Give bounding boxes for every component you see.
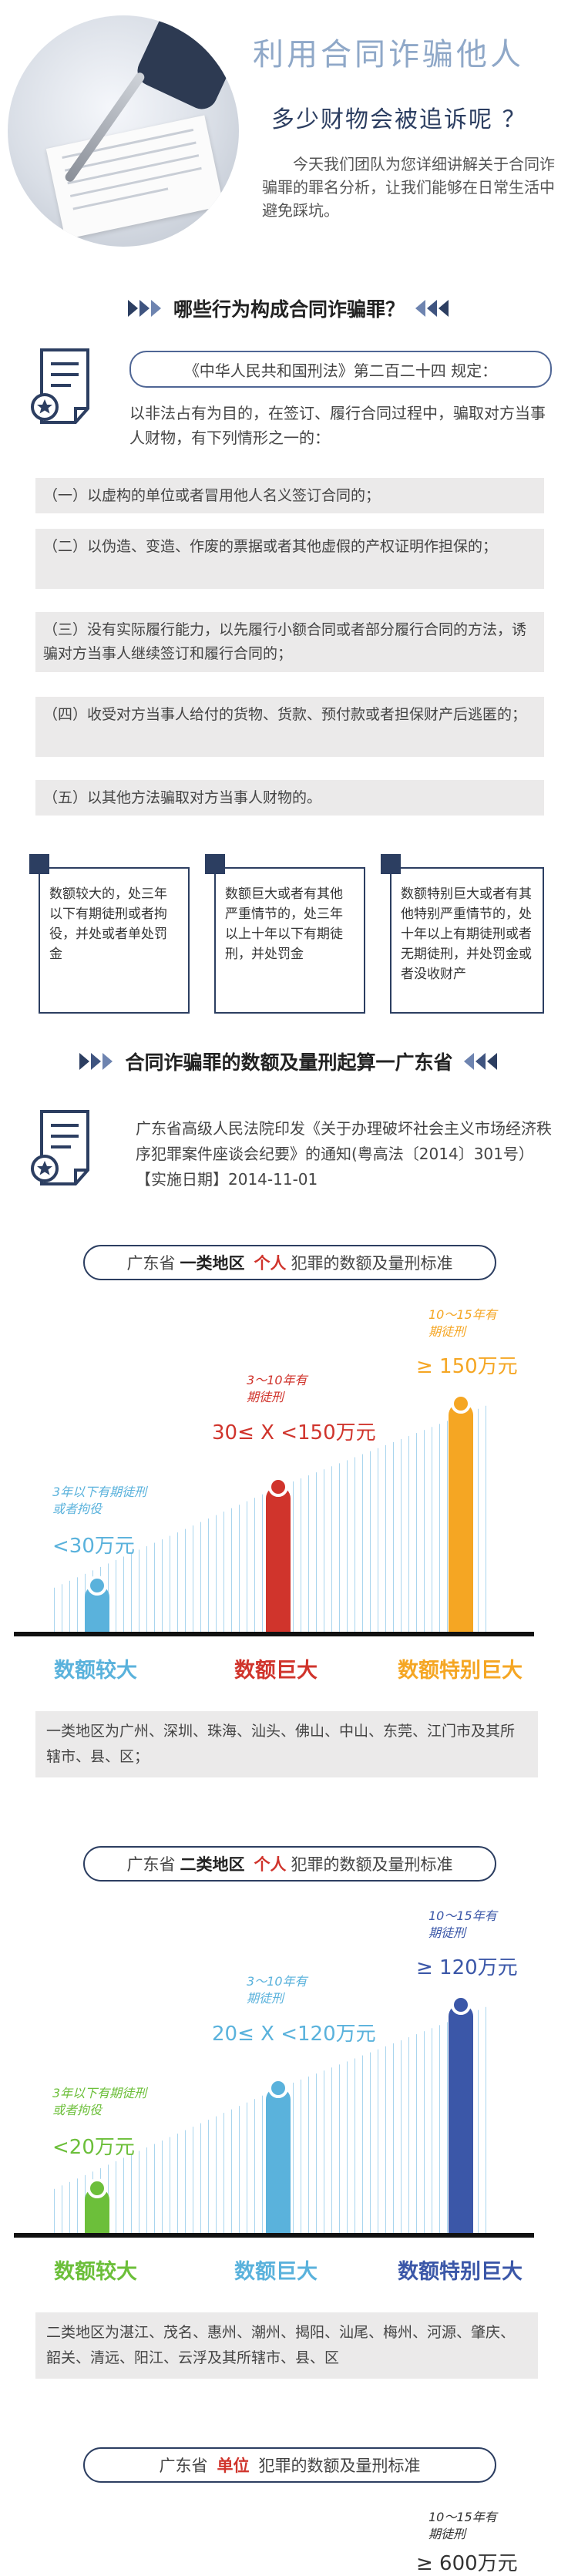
chart1-heading-pill: 广东省 一类地区 个人 犯罪的数额及量刑标准 bbox=[83, 1245, 496, 1280]
chart2-region-note: 二类地区为湛江、茂名、惠州、潮州、揭阳、汕尾、梅州、河源、肇庆、韶关、清远、阳江… bbox=[35, 2312, 538, 2379]
law-reference-box: 《中华人民共和国刑法》第二百二十四 规定： bbox=[129, 351, 552, 388]
chart2-dot-level2 bbox=[268, 2078, 288, 2098]
chart2-bar-level2 bbox=[266, 2087, 291, 2235]
penalty-box-1: 数额较大的，处三年以下有期徒刑或者拘役，并处或者单处罚金 bbox=[39, 867, 190, 1014]
law-text: 以非法占有为目的，在签订、履行合同过程中，骗取对方当事人财物，有下列情形之一的： bbox=[129, 401, 546, 450]
pill-subject: 个人 bbox=[254, 1254, 287, 1273]
chart2-amount-level3: ≥ 120万元 bbox=[416, 1956, 518, 1979]
intro-description: 今天我们团队为您详细讲解关于合同诈骗罪的罪名分析，让我们能够在日常生活中避免踩坑… bbox=[262, 155, 555, 220]
pill-prefix: 广东省 bbox=[126, 1254, 176, 1273]
pill-prefix: 广东省 bbox=[159, 2457, 208, 2475]
page-subtitle: 多少财物会被追诉呢 ？ bbox=[271, 106, 527, 133]
pill-suffix: 犯罪的数额及量刑标准 bbox=[258, 2457, 421, 2475]
chart1-bar-level3 bbox=[449, 1403, 473, 1634]
document-icon bbox=[31, 348, 89, 424]
clause-item-5: （五）以其他方法骗取对方当事人财物的。 bbox=[35, 780, 544, 816]
page-title: 利用合同诈骗他人 bbox=[253, 37, 524, 72]
chart2-amount-level2: 20≤ X <120万元 bbox=[212, 2023, 376, 2046]
chart1-years-level3: 10～15年有期徒刑 bbox=[428, 1307, 497, 1339]
chart1-years-level1: 3年以下有期徒刑或者拘役 bbox=[52, 1485, 147, 1516]
chart2-heading-pill: 广东省 二类地区 个人 犯罪的数额及量刑标准 bbox=[83, 1846, 496, 1882]
section-heading-1: 哪些行为构成合同诈骗罪？ bbox=[0, 289, 578, 328]
chart1-region-note: 一类地区为广州、深圳、珠海、汕头、佛山、中山、东莞、江门市及其所辖市、县、区； bbox=[35, 1711, 538, 1777]
pill-region: 一类地区 bbox=[180, 1254, 245, 1273]
pill-subject: 个人 bbox=[254, 1855, 287, 1874]
chart2-years-level2: 3～10年有期徒刑 bbox=[247, 1974, 307, 2006]
chart2-years-level1: 3年以下有期徒刑或者拘役 bbox=[52, 2086, 147, 2117]
clause-item-3: （三）没有实际履行能力，以先履行小额合同或者部分履行合同的方法，诱骗对方当事人继… bbox=[35, 612, 544, 672]
chart2-label-level3: 数额特别巨大 bbox=[398, 2260, 523, 2284]
chart1-amount-level2: 30≤ X <150万元 bbox=[212, 1421, 376, 1444]
chart1-dot-level3 bbox=[451, 1394, 471, 1414]
chart2-dot-level3 bbox=[451, 1995, 471, 2015]
chart1-amount-level1: <30万元 bbox=[52, 1535, 135, 1558]
chart1-dot-level1 bbox=[87, 1576, 107, 1596]
chart1-label-level3: 数额特别巨大 bbox=[398, 1659, 523, 1683]
chart3-years-level3: 10～15年有期徒刑 bbox=[428, 2510, 497, 2541]
chevron-right-icon bbox=[79, 1053, 114, 1070]
pill-suffix: 犯罪的数额及量刑标准 bbox=[291, 1254, 453, 1273]
penalty-box-2: 数额巨大或者有其他严重情节的，处三年以上十年以下有期徒刑，并处罚金 bbox=[214, 867, 365, 1014]
chart1-dot-level2 bbox=[268, 1477, 288, 1497]
chart2-dot-level1 bbox=[87, 2178, 107, 2198]
chart2-years-level3: 10～15年有期徒刑 bbox=[428, 1908, 497, 1940]
chart3-heading-pill: 广东省 单位 犯罪的数额及量刑标准 bbox=[83, 2447, 496, 2483]
source-document-text: 广东省高级人民法院印发《关于办理破坏社会主义市场经济秩序犯罪案件座谈会纪要》的通… bbox=[136, 1119, 552, 1189]
chart2-amount-level1: <20万元 bbox=[52, 2136, 135, 2159]
chart1-years-level2: 3～10年有期徒刑 bbox=[247, 1373, 307, 1404]
chart1-amount-level3: ≥ 150万元 bbox=[416, 1355, 518, 1378]
clause-item-1: （一）以虚构的单位或者冒用他人名义签订合同的； bbox=[35, 478, 544, 513]
pill-subject: 单位 bbox=[217, 2457, 250, 2475]
chart1-label-level1: 数额较大 bbox=[54, 1659, 137, 1683]
chart1-baseline bbox=[14, 1632, 534, 1636]
penalty-box-3: 数额特别巨大或者有其他特别严重情节的，处十年以上有期徒刑或者无期徒刑，并处罚金或… bbox=[390, 867, 544, 1014]
chevron-left-icon bbox=[415, 300, 450, 317]
chevron-right-icon bbox=[127, 300, 163, 317]
chart2-baseline bbox=[14, 2233, 534, 2238]
suit-sleeve-graphic bbox=[132, 15, 239, 115]
clause-item-4: （四）收受对方当事人给付的货物、货款、预付款或者担保财产后逃匿的； bbox=[35, 697, 544, 757]
section-title-2: 合同诈骗罪的数额及量刑起算一广东省 bbox=[125, 1051, 453, 1074]
document-icon bbox=[31, 1110, 89, 1185]
pill-region: 二类地区 bbox=[180, 1855, 245, 1874]
chart2-bar-level3 bbox=[449, 2004, 473, 2235]
hero-banner: 利用合同诈骗他人 多少财物会被追诉呢 ？ 今天我们团队为您详细讲解关于合同诈骗罪… bbox=[0, 0, 578, 277]
section-title-1: 哪些行为构成合同诈骗罪？ bbox=[173, 298, 405, 321]
law-text-content: 以非法占有为目的，在签订、履行合同过程中，骗取对方当事人财物，有下列情形之一的： bbox=[129, 404, 546, 447]
chart1-label-level2: 数额巨大 bbox=[234, 1659, 318, 1683]
hero-image bbox=[8, 15, 239, 247]
pill-suffix: 犯罪的数额及量刑标准 bbox=[291, 1855, 453, 1874]
chevron-left-icon bbox=[463, 1053, 499, 1070]
clause-item-2: （二）以伪造、变造、作废的票据或者其他虚假的产权证明作担保的； bbox=[35, 529, 544, 589]
chart2-label-level2: 数额巨大 bbox=[234, 2260, 318, 2284]
pill-prefix: 广东省 bbox=[126, 1855, 176, 1874]
section-heading-2: 合同诈骗罪的数额及量刑起算一广东省 bbox=[0, 1042, 578, 1081]
chart1-bar-level2 bbox=[266, 1486, 291, 1634]
chart3-amount-level3: ≥ 600万元 bbox=[416, 2552, 518, 2575]
chart2-label-level1: 数额较大 bbox=[54, 2260, 137, 2284]
